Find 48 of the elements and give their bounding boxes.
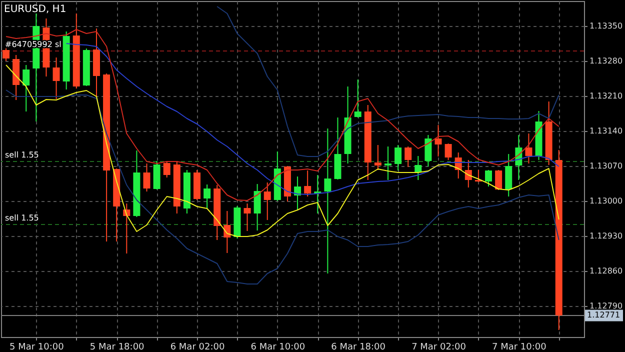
y-tick-label: 1.13280 [590, 56, 623, 66]
line-series [6, 90, 560, 284]
candlestick [505, 154, 512, 197]
ref-line-label: sell 1.55 [5, 150, 39, 160]
y-tick-label: 1.13210 [590, 92, 623, 100]
x-tick-label: 7 Mar 10:00 [492, 342, 547, 352]
y-tick-label: 1.12930 [590, 232, 623, 240]
candlestick [2, 46, 10, 62]
candlestick [424, 134, 432, 167]
ref-line-label: 1.12771 [587, 310, 620, 320]
candlestick [374, 144, 382, 170]
x-tick-label: 5 Mar 10:00 [9, 342, 64, 352]
y-tick-label: 1.13350 [590, 22, 623, 30]
candlestick [52, 57, 60, 100]
candlestick [324, 128, 332, 274]
candlestick [384, 146, 392, 180]
y-tick-label: 1.13000 [590, 196, 623, 206]
ref-line-label: sell 1.55 [5, 214, 39, 222]
x-tick-label: 6 Mar 02:00 [170, 342, 225, 352]
x-tick-label: 7 Mar 02:00 [412, 342, 466, 352]
candlestick [485, 170, 492, 187]
candlestick [143, 163, 150, 192]
candlestick [525, 133, 532, 164]
line-series [216, 6, 560, 157]
candlestick [354, 79, 362, 118]
candlestick [394, 144, 402, 171]
candlestick [444, 143, 452, 160]
y-tick-label: 1.12860 [590, 266, 623, 276]
candlestick [204, 184, 211, 209]
line-series [6, 64, 560, 237]
candlestick [414, 156, 422, 180]
y-tick-label: 1.13070 [590, 162, 623, 170]
x-tick-label: 5 Mar 18:00 [90, 342, 145, 352]
chart-title: EURUSD, H1 [4, 4, 66, 15]
x-tick-label: 6 Mar 18:00 [331, 342, 386, 352]
y-tick-label: 1.13140 [590, 126, 623, 136]
candlestick [22, 64, 30, 112]
candlestick [404, 146, 412, 168]
x-tick-label: 6 Mar 10:00 [250, 342, 306, 352]
candlestick [163, 161, 170, 178]
candlestick [495, 170, 502, 190]
candlestick [434, 124, 442, 157]
candlestick [264, 182, 271, 220]
y-tick-label: 1.12790 [590, 302, 623, 310]
candlestick [244, 203, 251, 232]
candlestick [254, 184, 261, 231]
candlestick [304, 170, 312, 197]
line-series [66, 43, 560, 195]
